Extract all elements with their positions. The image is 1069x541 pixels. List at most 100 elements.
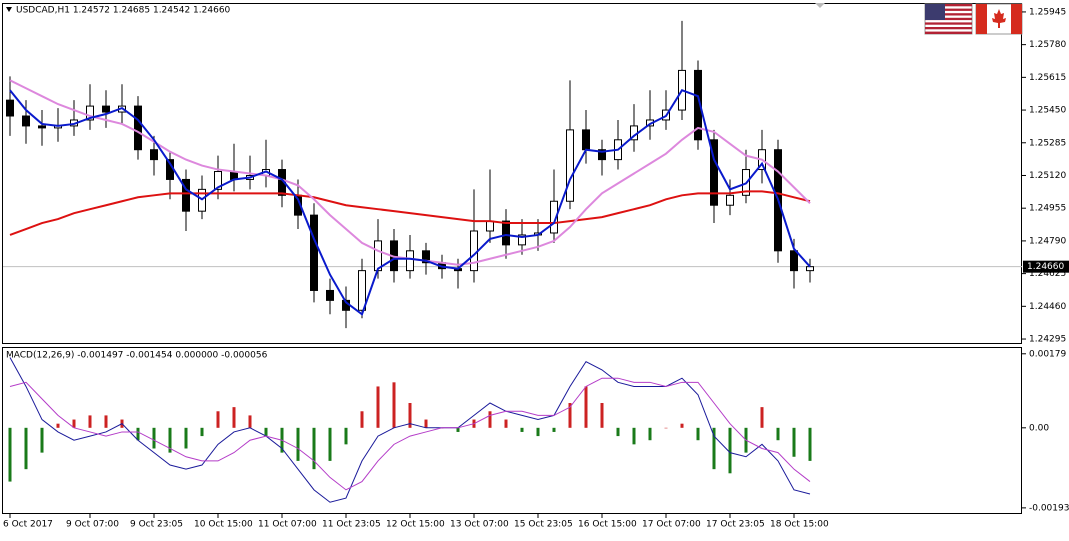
y-tick-label: 1.25945 — [1029, 7, 1066, 17]
candle-body — [134, 105, 142, 151]
candle-body — [598, 149, 606, 161]
histogram-bar — [200, 427, 204, 437]
main-panel-frame — [2, 3, 1022, 344]
x-tick-label: 18 Oct 15:00 — [770, 520, 829, 530]
histogram-bar — [232, 407, 236, 428]
chart-header: USDCAD,H1 1.24572 1.24685 1.24542 1.2466… — [16, 6, 231, 16]
x-tick-label: 15 Oct 23:05 — [514, 520, 573, 530]
shift-marker — [815, 3, 825, 8]
histogram-bar — [792, 427, 796, 457]
histogram-bar — [216, 411, 220, 428]
candle-body — [38, 125, 46, 129]
candle-body — [518, 234, 526, 246]
candle-body — [582, 129, 590, 151]
y-tick-label: -0.001936 — [1029, 503, 1069, 513]
histogram-bar — [648, 427, 652, 441]
candle-body — [710, 139, 718, 206]
canada-flag — [975, 3, 1023, 35]
histogram-bar — [8, 427, 12, 482]
histogram-bar — [376, 386, 380, 428]
histogram-bar — [488, 411, 492, 428]
histogram-bar — [616, 427, 620, 437]
x-tick-label: 13 Oct 07:00 — [450, 520, 509, 530]
x-tick-label: 12 Oct 15:00 — [386, 520, 445, 530]
y-tick-label: 1.24460 — [1029, 302, 1066, 312]
candle-body — [726, 194, 734, 206]
histogram-bar — [360, 411, 364, 428]
x-tick-label: 11 Oct 07:00 — [258, 520, 317, 530]
y-tick-label: 1.25285 — [1029, 138, 1066, 148]
candle-body — [694, 69, 702, 141]
histogram-bar — [600, 403, 604, 428]
histogram-bar — [520, 427, 524, 432]
macd-panel-frame — [2, 347, 1022, 514]
x-tick-label: 9 Oct 07:00 — [66, 520, 119, 530]
candle-body — [502, 220, 510, 246]
y-tick-label: 1.25780 — [1029, 40, 1066, 50]
x-tick-label: 6 Oct 2017 — [3, 520, 53, 530]
candle-body — [790, 250, 798, 272]
candle-body — [150, 149, 158, 161]
candle-body — [806, 266, 814, 272]
histogram-bar — [184, 427, 188, 449]
candle-body — [566, 129, 574, 202]
histogram-bar — [568, 403, 572, 428]
histogram-bar — [88, 415, 92, 428]
histogram-bar — [328, 427, 332, 461]
y-tick-label: 1.25120 — [1029, 171, 1066, 181]
x-tick-label: 11 Oct 23:05 — [322, 520, 381, 530]
moving-average-line — [9, 190, 811, 236]
histogram-bar — [504, 419, 508, 428]
moving-average-line — [9, 89, 811, 316]
histogram-bar — [248, 415, 252, 428]
candle-body — [326, 289, 334, 301]
histogram-bar — [776, 427, 780, 441]
y-tick-label: 1.24955 — [1029, 204, 1066, 214]
histogram-bar — [808, 427, 812, 461]
candle-body — [6, 99, 14, 117]
histogram-bar — [56, 423, 60, 428]
macd-header: MACD(12,26,9) -0.001497 -0.001454 0.0000… — [6, 351, 268, 361]
histogram-bar — [104, 415, 108, 428]
histogram-bar — [72, 419, 76, 428]
histogram-bar — [760, 407, 764, 428]
y-tick-label: 0.00 — [1029, 423, 1049, 433]
histogram-bar — [136, 427, 140, 441]
x-tick-label: 10 Oct 15:00 — [194, 520, 253, 530]
current-price-box — [1023, 260, 1069, 273]
histogram-bar — [296, 427, 300, 461]
histogram-bar — [712, 427, 716, 470]
histogram-bar — [664, 427, 668, 429]
histogram-bar — [456, 427, 460, 432]
histogram-bar — [168, 427, 172, 453]
x-tick-label: 17 Oct 07:00 — [642, 520, 701, 530]
histogram-bar — [40, 427, 44, 453]
menu-arrow[interactable] — [6, 7, 12, 12]
candle-body — [422, 250, 430, 264]
histogram-bar — [632, 427, 636, 445]
histogram-bar — [536, 427, 540, 437]
candle-body — [358, 270, 366, 311]
histogram-bar — [312, 427, 316, 470]
current-price-label: 1.24660 — [1027, 262, 1064, 272]
histogram-bar — [552, 427, 556, 432]
candle-body — [102, 105, 110, 113]
histogram-bar — [392, 382, 396, 428]
x-tick-label: 17 Oct 23:05 — [706, 520, 765, 530]
candle-body — [86, 105, 94, 121]
histogram-bar — [24, 427, 28, 470]
x-tick-label: 16 Oct 15:00 — [578, 520, 637, 530]
histogram-bar — [424, 419, 428, 428]
candle-body — [486, 220, 494, 232]
histogram-bar — [680, 423, 684, 428]
y-tick-label: 1.25450 — [1029, 106, 1066, 116]
histogram-bar — [408, 403, 412, 428]
candle-body — [182, 178, 190, 212]
us-flag — [924, 3, 973, 35]
y-tick-label: 1.25615 — [1029, 73, 1066, 83]
candle-body — [214, 171, 222, 190]
candle-body — [406, 250, 414, 272]
histogram-bar — [344, 427, 348, 445]
candle-body — [310, 214, 318, 291]
